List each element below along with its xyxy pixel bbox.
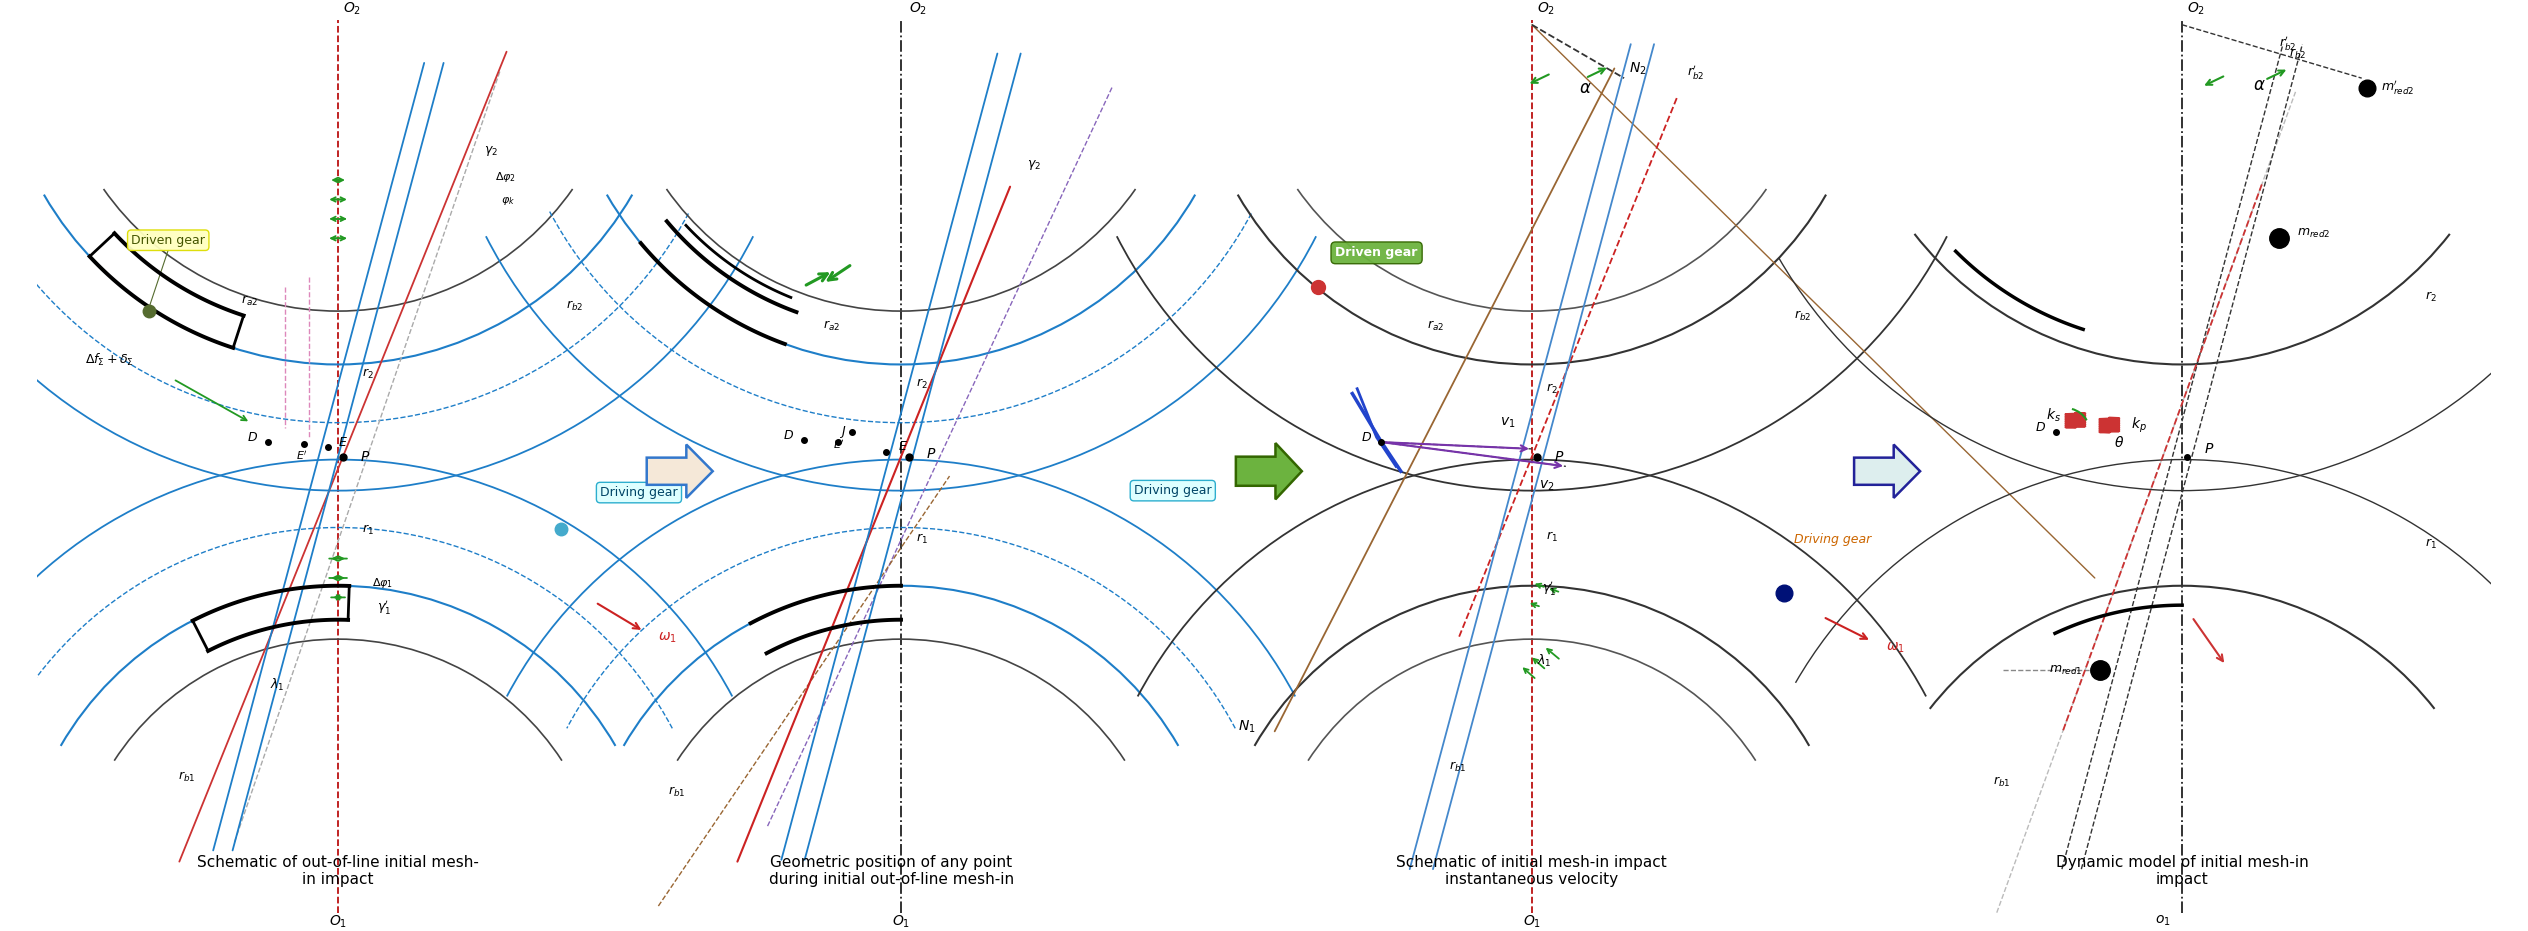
Text: $\varphi_k$: $\varphi_k$ [501, 196, 516, 208]
Text: $r_{b1}$: $r_{b1}$ [1992, 775, 2010, 789]
Text: $m_{red2}$: $m_{red2}$ [2295, 227, 2331, 240]
Text: Driven gear: Driven gear [131, 234, 205, 247]
Text: $r_1$: $r_1$ [915, 533, 928, 546]
Text: $O_2$: $O_2$ [2187, 1, 2204, 17]
Text: Driving gear: Driving gear [1795, 533, 1871, 546]
Text: $k_s$: $k_s$ [2045, 407, 2060, 425]
Text: $r_1$: $r_1$ [1547, 530, 1557, 545]
Text: $P$: $P$ [2204, 442, 2215, 456]
Text: $r_{b2}'$: $r_{b2}'$ [2280, 35, 2295, 53]
Text: $J$: $J$ [839, 425, 847, 440]
Text: Dynamic model of initial mesh-in
impact: Dynamic model of initial mesh-in impact [2055, 855, 2308, 887]
Text: $O_2$: $O_2$ [1537, 1, 1555, 17]
Text: $\gamma_1'$: $\gamma_1'$ [377, 598, 392, 616]
Text: $D$: $D$ [248, 431, 258, 444]
Text: $\lambda_1$: $\lambda_1$ [270, 677, 286, 693]
Text: $r_{b2}$: $r_{b2}$ [566, 299, 584, 313]
Text: $\Delta\varphi_1$: $\Delta\varphi_1$ [372, 576, 394, 590]
Text: $D$: $D$ [1360, 431, 1373, 444]
Text: $m_{red2}'$: $m_{red2}'$ [2381, 79, 2414, 97]
Text: $E$: $E$ [339, 436, 349, 449]
Text: Driven gear: Driven gear [1335, 247, 1418, 260]
Text: $\lambda_1$: $\lambda_1$ [1537, 653, 1552, 668]
Text: $r_1$: $r_1$ [2424, 537, 2437, 551]
Text: Driving gear: Driving gear [599, 486, 678, 499]
Text: $O_1$: $O_1$ [1522, 914, 1542, 930]
Text: $k_p$: $k_p$ [2131, 415, 2146, 435]
Text: $O_1$: $O_1$ [892, 914, 910, 930]
Text: $\theta$: $\theta$ [2113, 435, 2124, 450]
Text: $r_2$: $r_2$ [1547, 382, 1557, 396]
Text: $v_2$: $v_2$ [1540, 479, 1555, 493]
Text: $\gamma_2$: $\gamma_2$ [485, 144, 498, 158]
Text: $\omega_1$: $\omega_1$ [1886, 641, 1906, 655]
Text: $E$: $E$ [897, 440, 908, 453]
Text: $r_{b1}$: $r_{b1}$ [177, 770, 195, 784]
Text: $r_{a2}$: $r_{a2}$ [824, 318, 839, 332]
Polygon shape [647, 444, 713, 498]
Text: $r_{a2}$: $r_{a2}$ [1428, 318, 1443, 332]
Text: $E'$: $E'$ [296, 449, 308, 462]
Polygon shape [1236, 443, 1302, 499]
Text: Schematic of initial mesh-in impact
instantaneous velocity: Schematic of initial mesh-in impact inst… [1395, 855, 1668, 887]
Text: $\Delta f_\Sigma + \delta_\Sigma$: $\Delta f_\Sigma + \delta_\Sigma$ [86, 352, 134, 368]
Text: $E'$: $E'$ [832, 438, 844, 451]
Text: $\alpha$: $\alpha$ [2252, 76, 2265, 94]
Text: $P$: $P$ [925, 447, 935, 461]
Text: $\gamma_1'$: $\gamma_1'$ [1542, 579, 1555, 597]
Text: $r_1$: $r_1$ [362, 522, 374, 536]
Text: $r_{b2}$: $r_{b2}$ [1795, 309, 1810, 323]
Text: $D$: $D$ [784, 429, 794, 442]
Text: $r_2$: $r_2$ [2424, 290, 2437, 304]
Text: Geometric position of any point
during initial out-of-line mesh-in: Geometric position of any point during i… [769, 855, 1014, 887]
Text: $r_{b1}$: $r_{b1}$ [1449, 761, 1466, 775]
Text: Driving gear: Driving gear [1135, 484, 1211, 497]
Text: $m_{red1}$: $m_{red1}$ [2048, 664, 2083, 677]
Text: $D$: $D$ [2035, 421, 2045, 434]
Text: $r_{a2}$: $r_{a2}$ [240, 294, 258, 308]
Text: $P$: $P$ [362, 450, 372, 464]
Text: $r_{b1}$: $r_{b1}$ [667, 785, 685, 799]
Text: $N_1$: $N_1$ [1239, 719, 1256, 735]
Text: $\gamma_2$: $\gamma_2$ [1026, 158, 1042, 172]
Text: $\alpha$: $\alpha$ [1580, 79, 1593, 97]
Text: $v_1$: $v_1$ [1499, 415, 1514, 430]
Text: $N_2$: $N_2$ [1628, 61, 1646, 76]
Text: $O_2$: $O_2$ [344, 1, 362, 17]
Text: $O_1$: $O_1$ [329, 914, 346, 930]
Text: $r_2$: $r_2$ [362, 367, 374, 381]
Text: $o_1$: $o_1$ [2154, 914, 2172, 928]
Text: $r_{b2}'$: $r_{b2}'$ [1686, 64, 1704, 82]
Text: $r_2$: $r_2$ [915, 377, 928, 391]
Polygon shape [1853, 444, 1921, 498]
Text: $P$: $P$ [1555, 450, 1565, 464]
Text: $r_{b2}$: $r_{b2}$ [2288, 47, 2306, 61]
Text: $\Delta\varphi_2$: $\Delta\varphi_2$ [495, 170, 516, 184]
Text: Schematic of out-of-line initial mesh-
in impact: Schematic of out-of-line initial mesh- i… [197, 855, 478, 887]
Text: $\omega_1$: $\omega_1$ [657, 631, 678, 645]
Text: $O_2$: $O_2$ [908, 1, 928, 17]
